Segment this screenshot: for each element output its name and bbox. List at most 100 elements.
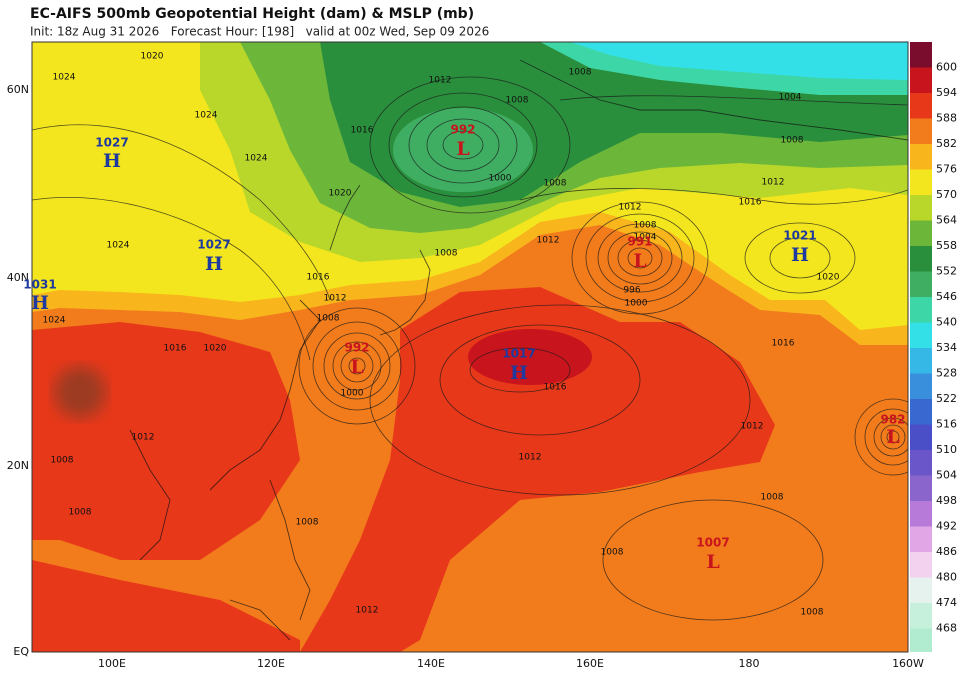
isobar-label: 1004 <box>634 233 657 243</box>
colorbar-label: 594 <box>936 86 957 99</box>
field-534 <box>570 42 908 80</box>
colorbar-label: 552 <box>936 265 957 278</box>
field-594 <box>468 329 592 385</box>
colorbar-label: 576 <box>936 163 957 176</box>
colorbar-swatch <box>910 628 932 652</box>
longitude-label: 120E <box>257 657 285 670</box>
colorbar-label: 498 <box>936 494 957 507</box>
pressure-value: 1007 <box>696 536 729 550</box>
isobar-label: 1008 <box>601 548 624 558</box>
isobar-label: 1008 <box>506 96 529 106</box>
latitude-label: 40N <box>7 271 29 284</box>
isobar-label: 996 <box>623 286 640 296</box>
longitude-label: 140E <box>417 657 445 670</box>
colorbar-label: 600 <box>936 61 957 74</box>
pressure-letter: H <box>103 150 121 172</box>
pressure-value: 992 <box>450 123 475 137</box>
isobar-label: 1020 <box>204 344 227 354</box>
pressure-value: 1017 <box>502 347 535 361</box>
colorbar-swatch <box>910 246 932 272</box>
isobar-label: 1016 <box>307 273 330 283</box>
colorbar-label: 522 <box>936 392 957 405</box>
colorbar-label: 492 <box>936 520 957 533</box>
latitude-label: 60N <box>7 83 29 96</box>
isobar-label: 1008 <box>781 136 804 146</box>
isobar-label: 1008 <box>317 314 340 324</box>
pressure-letter: H <box>205 253 223 275</box>
pressure-letter: L <box>350 356 363 378</box>
isobar-label: 1008 <box>296 518 319 528</box>
isobar-label: 1024 <box>107 241 130 251</box>
colorbar-swatch <box>910 42 932 68</box>
colorbar-label: 480 <box>936 571 957 584</box>
isobar-label: 1012 <box>356 606 379 616</box>
colorbar-swatch <box>910 93 932 119</box>
isobar-label: 1012 <box>429 76 452 86</box>
title: EC-AIFS 500mb Geopotential Height (dam) … <box>30 6 474 22</box>
colorbar-swatch <box>910 424 932 450</box>
isobars <box>32 76 908 621</box>
isobar-label: 1024 <box>195 111 218 121</box>
coastlines <box>129 59 908 641</box>
isobar-label: 1008 <box>801 608 824 618</box>
isobar-label: 1016 <box>164 344 187 354</box>
colorbar-label: 558 <box>936 239 957 252</box>
field-588 <box>32 560 300 652</box>
latitude-label: 20N <box>7 459 29 472</box>
colorbar-label: 564 <box>936 214 957 227</box>
isobar-label: 1004 <box>779 93 802 103</box>
isobar-label: 1016 <box>544 383 567 393</box>
isobar-label: 1008 <box>544 179 567 189</box>
isobar-label: 1012 <box>132 433 155 443</box>
colorbar-label: 540 <box>936 316 957 329</box>
longitude-label: 100E <box>98 657 126 670</box>
colorbar-swatch <box>910 169 932 195</box>
colorbar-swatch <box>910 348 932 374</box>
pressure-letter: L <box>886 426 899 448</box>
colorbar-swatch <box>910 144 932 170</box>
colorbar-label: 582 <box>936 137 957 150</box>
colorbar-swatch <box>910 501 932 527</box>
isobar-label: 1008 <box>761 493 784 503</box>
colorbar-label: 468 <box>936 622 957 635</box>
pressure-letter: H <box>510 362 528 384</box>
colorbar-swatch <box>910 373 932 399</box>
isobar-label: 1008 <box>435 249 458 259</box>
pressure-value: 1021 <box>783 229 816 243</box>
colorbar-label: 516 <box>936 418 957 431</box>
colorbar-swatch <box>910 552 932 578</box>
latitude-label: EQ <box>13 645 29 658</box>
isobar-label: 1000 <box>489 174 512 184</box>
isobar-label: 1000 <box>341 389 364 399</box>
colorbar-swatch <box>910 450 932 476</box>
longitude-label: 180 <box>739 657 760 670</box>
pressure-value: 1027 <box>197 238 230 252</box>
isobar-label: 1020 <box>329 189 352 199</box>
isobar-label: 1000 <box>625 299 648 309</box>
isobar-label: 1024 <box>43 316 66 326</box>
colorbar-label: 528 <box>936 367 957 380</box>
isobar-label: 1020 <box>141 52 164 62</box>
colorbar-label: 486 <box>936 545 957 558</box>
isobar-label: 1016 <box>739 198 762 208</box>
pressure-letter: H <box>791 244 809 266</box>
isobar-label: 1016 <box>772 339 795 349</box>
colorbar-swatch <box>910 577 932 603</box>
longitude-label: 160W <box>892 657 924 670</box>
colorbar-swatch <box>910 322 932 348</box>
isobar-label: 1008 <box>634 221 657 231</box>
map-frame <box>31 41 909 653</box>
longitude-label: 160E <box>576 657 604 670</box>
colorbar-label: 570 <box>936 188 957 201</box>
colorbar-label: 474 <box>936 596 957 609</box>
field-588 <box>300 287 775 652</box>
isobar-label: 1012 <box>537 236 560 246</box>
pressure-value: 991 <box>627 235 652 249</box>
isobar-label: 1008 <box>569 68 592 78</box>
colorbar-swatch <box>910 475 932 501</box>
isobar-label: 1008 <box>69 508 92 518</box>
isobar-label: 1008 <box>51 456 74 466</box>
isobar-label: 1012 <box>762 178 785 188</box>
